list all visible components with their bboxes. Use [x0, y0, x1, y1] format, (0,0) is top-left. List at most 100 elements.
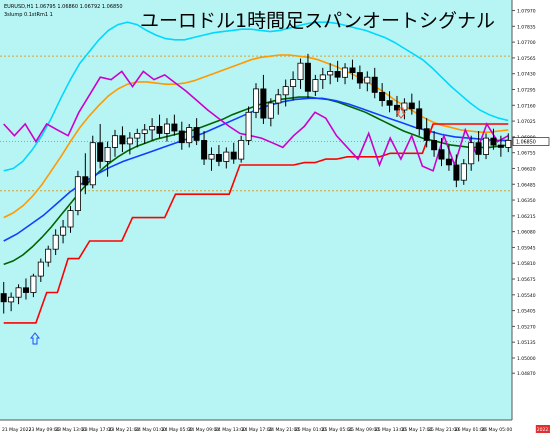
- price-tick-label: 1.06080: [517, 230, 536, 236]
- time-tick-label: 24 May 13:00: [215, 427, 246, 433]
- time-tick-label: 25 May 17:00: [401, 427, 432, 433]
- price-tick-label: 1.05135: [517, 340, 536, 346]
- price-tick-label: 1.07295: [517, 87, 536, 93]
- candle-body: [178, 130, 185, 144]
- candle-body: [97, 142, 104, 162]
- candle-body: [349, 67, 356, 74]
- candle-body: [30, 275, 37, 293]
- candle-body: [141, 129, 148, 134]
- time-highlight-label: 2022.05.25 21:00: [537, 427, 550, 433]
- time-highlight-box: [535, 425, 550, 433]
- candle-body: [22, 287, 29, 293]
- candle-body: [505, 139, 512, 148]
- candle-body: [319, 74, 326, 81]
- candle-body: [290, 79, 297, 87]
- candle-body: [445, 158, 452, 166]
- current-price-label: 1.06850: [516, 140, 536, 146]
- candle-body: [490, 137, 497, 146]
- candle-body: [134, 132, 141, 139]
- candle-body: [379, 92, 386, 102]
- price-tick-label: 1.05675: [517, 277, 536, 283]
- time-tick-label: 24 May 21:00: [268, 427, 299, 433]
- candle-body: [82, 176, 89, 186]
- candle-body: [104, 146, 111, 162]
- candle-body: [468, 142, 475, 165]
- candle-body: [126, 137, 133, 145]
- time-tick-label: 24 May 09:00: [188, 427, 219, 433]
- candle-body: [60, 226, 67, 236]
- candle-body: [423, 128, 430, 141]
- candle-body: [364, 76, 371, 84]
- candle-body: [112, 135, 119, 148]
- time-tick-label: 21 May 2022: [2, 427, 31, 433]
- current-price-box: [512, 137, 550, 146]
- candle-body: [230, 151, 237, 160]
- series-upper-band-inner: [3, 54, 509, 219]
- candle-body: [304, 62, 311, 92]
- candle-body: [267, 102, 274, 119]
- candle-body: [408, 102, 415, 110]
- time-tick-label: 26 May 05:00: [481, 427, 512, 433]
- time-tick-label: 23 May 09:00: [29, 427, 60, 433]
- candle-body: [431, 139, 438, 151]
- price-tick-label: 1.05810: [517, 261, 536, 267]
- price-tick-label: 1.07025: [517, 119, 536, 125]
- candle-body: [460, 163, 467, 181]
- candle-body: [371, 76, 378, 93]
- price-tick-label: 1.06215: [517, 214, 536, 220]
- candle-body: [74, 176, 81, 211]
- time-tick-label: 23 May 17:00: [82, 427, 113, 433]
- candle-body: [0, 293, 7, 303]
- candle-body: [171, 123, 178, 132]
- series-magenta-line: [3, 70, 509, 172]
- symbol-info: EURUSD,H1 1.06795 1.06860 1.06792 1.0685…: [4, 4, 123, 10]
- price-tick-label: 1.07430: [517, 72, 536, 78]
- candle-body: [201, 139, 208, 160]
- candle-body: [260, 88, 267, 119]
- candle-body: [149, 126, 156, 131]
- candle-body: [67, 210, 74, 228]
- candle-body: [482, 137, 489, 155]
- candle-body: [186, 127, 193, 144]
- candle-body: [8, 296, 15, 303]
- sell-arrow-icon: [395, 107, 407, 119]
- time-tick-label: 24 May 05:00: [162, 427, 193, 433]
- indicator-info: 3slump 0.1stRm1 1: [4, 12, 53, 18]
- time-tick-label: 24 May 17:00: [242, 427, 273, 433]
- candle-body: [238, 139, 245, 160]
- time-tick-label: 26 May 01:00: [455, 427, 486, 433]
- price-tick-label: 1.04870: [517, 371, 536, 377]
- time-tick-label: 25 May 01:00: [295, 427, 326, 433]
- price-tick-label: 1.06485: [517, 182, 536, 188]
- candle-body: [312, 79, 319, 92]
- candle-body: [497, 144, 504, 148]
- plot-background: [0, 0, 512, 420]
- candle-body: [52, 234, 59, 250]
- price-tick-label: 1.05945: [517, 245, 536, 251]
- series-red-step: [3, 123, 509, 324]
- price-tick-label: 1.05405: [517, 309, 536, 315]
- time-tick-label: 25 May 09:00: [348, 427, 379, 433]
- price-tick-label: 1.06350: [517, 198, 536, 204]
- candle-body: [386, 100, 393, 106]
- candle-body: [356, 72, 363, 84]
- price-tick-label: 1.07835: [517, 24, 536, 30]
- candle-body: [282, 86, 289, 96]
- time-tick-label: 23 May 13:00: [55, 427, 86, 433]
- time-axis-background: [0, 420, 512, 438]
- candle-body: [475, 142, 482, 155]
- price-tick-label: 1.05000: [517, 356, 536, 362]
- candle-body: [438, 149, 445, 160]
- candle-body: [223, 151, 230, 162]
- price-tick-label: 1.07700: [517, 40, 536, 46]
- price-tick-label: 1.06755: [517, 151, 536, 157]
- time-tick-label: 24 May 01:00: [135, 427, 166, 433]
- candle-body: [275, 94, 282, 104]
- candle-body: [163, 123, 170, 134]
- candle-body: [215, 153, 222, 162]
- time-tick-label: 23 May 21:00: [109, 427, 140, 433]
- price-tick-label: 1.07565: [517, 56, 536, 62]
- candle-body: [37, 261, 44, 277]
